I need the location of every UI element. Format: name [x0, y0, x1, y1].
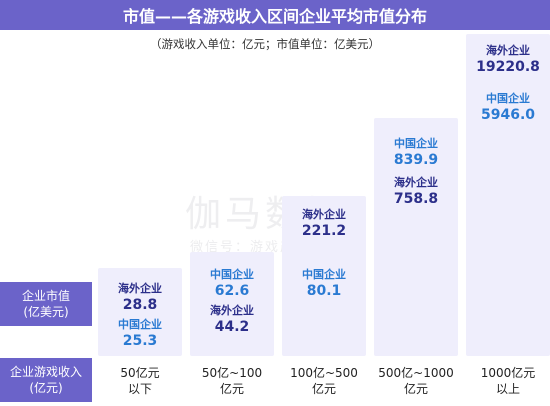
category-label-4: 500亿~1000 亿元	[374, 358, 458, 404]
row-header-market-cap-line1: 企业市值	[21, 289, 70, 303]
data-label: 5946.0	[480, 107, 536, 123]
column-2-entry-2: 海外企业 44.2	[190, 304, 274, 336]
data-label: 80.1	[306, 283, 342, 299]
row-header-market-cap: 企业市值 (亿美元)	[0, 282, 92, 326]
entry-label: 中国企业	[118, 318, 162, 331]
data-label: 44.2	[214, 319, 250, 335]
data-label: 758.8	[393, 191, 439, 207]
entry-label: 海外企业	[394, 176, 438, 189]
column-2: 中国企业 62.6 海外企业 44.2	[190, 252, 274, 356]
category-label-1: 50亿元以下	[98, 358, 182, 404]
row-header-revenue-line2: (亿元)	[29, 381, 63, 395]
column-3-entry-1: 海外企业 221.2	[282, 208, 366, 240]
category-label-line: 亿元	[219, 382, 244, 396]
entry-label: 中国企业	[210, 268, 254, 281]
row-header-market-cap-line2: (亿美元)	[23, 305, 69, 319]
data-label: 25.3	[122, 333, 158, 349]
row-header-revenue: 企业游戏收入 (亿元)	[0, 358, 92, 402]
data-label: 839.9	[393, 152, 439, 168]
category-label-3: 100亿~500 亿元	[282, 358, 366, 404]
category-label-line: 500亿~1000	[378, 366, 454, 380]
entry-label: 海外企业	[486, 44, 530, 57]
data-label: 221.2	[301, 223, 347, 239]
column-1-entry-1: 海外企业 28.8	[98, 282, 182, 314]
category-label-line: 50亿元	[120, 366, 160, 380]
entry-label: 海外企业	[210, 304, 254, 317]
column-4-entry-2: 海外企业 758.8	[374, 176, 458, 208]
column-5: 海外企业 19220.8 中国企业 5946.0	[466, 34, 550, 356]
category-label-line: 亿元	[403, 382, 428, 396]
column-3-entry-2: 中国企业 80.1	[282, 268, 366, 300]
category-label-line: 以下	[127, 382, 152, 396]
category-label-line: 以上	[495, 382, 520, 396]
row-header-revenue-line1: 企业游戏收入	[9, 365, 82, 379]
column-1: 海外企业 28.8 中国企业 25.3	[98, 268, 182, 356]
category-label-line: 100亿~500	[290, 366, 358, 380]
category-label-2: 50亿~100 亿元	[190, 358, 274, 404]
data-label: 62.6	[214, 283, 250, 299]
column-4-entry-1: 中国企业 839.9	[374, 137, 458, 169]
column-3: 海外企业 221.2 中国企业 80.1	[282, 196, 366, 356]
entry-label: 海外企业	[118, 282, 162, 295]
category-label-line: 1000亿元	[480, 366, 536, 380]
category-label-line: 亿元	[311, 382, 336, 396]
data-label: 19220.8	[476, 59, 540, 75]
data-label: 28.8	[122, 297, 158, 313]
entry-label: 中国企业	[302, 268, 346, 281]
entry-label: 海外企业	[302, 208, 346, 221]
column-1-entry-2: 中国企业 25.3	[98, 318, 182, 350]
column-4: 中国企业 839.9 海外企业 758.8	[374, 118, 458, 356]
category-label-line: 50亿~100	[201, 366, 263, 380]
category-label-5: 1000亿元 以上	[466, 358, 550, 404]
entry-label: 中国企业	[394, 137, 438, 150]
unit-note: （游戏收入单位：亿元；市值单位：亿美元）	[150, 37, 380, 51]
column-5-entry-1: 海外企业 19220.8	[466, 44, 550, 76]
entry-label: 中国企业	[486, 92, 530, 105]
column-2-entry-1: 中国企业 62.6	[190, 268, 274, 300]
chart-title: 市值——各游戏收入区间企业平均市值分布	[0, 0, 550, 30]
column-5-entry-2: 中国企业 5946.0	[466, 92, 550, 124]
